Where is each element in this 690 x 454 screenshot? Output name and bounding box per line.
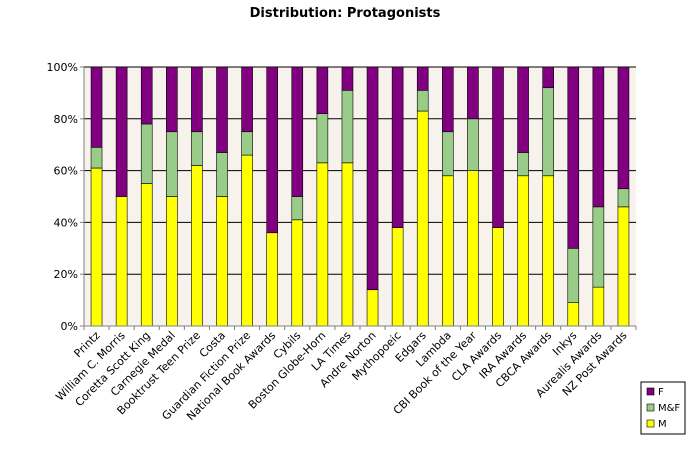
bar-segment bbox=[467, 118, 479, 171]
bar-segment bbox=[216, 196, 228, 327]
bar-segment bbox=[567, 302, 580, 327]
bar-segment bbox=[567, 66, 580, 249]
legend-swatch bbox=[646, 403, 655, 412]
bar-segment bbox=[542, 87, 554, 177]
bar-segment bbox=[416, 110, 429, 327]
bar-segment bbox=[467, 66, 479, 120]
bar-segment bbox=[291, 219, 304, 327]
bar-segment bbox=[567, 248, 580, 303]
bar-segment bbox=[216, 66, 228, 153]
bar-segment bbox=[140, 123, 153, 184]
legend-label: F bbox=[658, 387, 664, 398]
bar-segment bbox=[241, 154, 253, 327]
y-tick-label: 20% bbox=[54, 268, 78, 281]
bar-segment bbox=[442, 175, 454, 327]
legend: F M&F M bbox=[640, 381, 686, 435]
y-axis-ticks: 0% 20% 40% 60% 80% 100% bbox=[47, 61, 84, 333]
bar-segment bbox=[316, 66, 329, 114]
y-tick-label: 100% bbox=[47, 61, 78, 74]
bar-segment bbox=[442, 131, 454, 177]
bar-segment bbox=[467, 170, 479, 327]
bar-segment bbox=[391, 66, 404, 228]
bar-segment bbox=[416, 90, 429, 112]
bar-segment bbox=[140, 183, 153, 327]
bar-segment bbox=[542, 66, 554, 89]
bar-segment bbox=[241, 131, 253, 156]
legend-swatch bbox=[646, 419, 655, 428]
y-tick-label: 60% bbox=[54, 165, 78, 178]
bar-segment bbox=[191, 165, 203, 327]
bar-segment bbox=[592, 206, 605, 288]
bar-segment bbox=[166, 66, 178, 133]
bar-segment bbox=[90, 146, 103, 169]
bar-segment bbox=[115, 66, 128, 197]
bar-segment bbox=[191, 131, 203, 166]
bar-segment bbox=[241, 66, 253, 133]
bar-segment bbox=[166, 196, 178, 327]
bar-segment bbox=[291, 196, 304, 221]
legend-label: M&F bbox=[658, 403, 680, 414]
bar-segment bbox=[166, 131, 178, 197]
bar-segment bbox=[266, 232, 278, 327]
bar-segment bbox=[266, 66, 278, 234]
bar-segment bbox=[617, 206, 630, 327]
bar-segment bbox=[366, 289, 379, 327]
y-tick-label: 0% bbox=[61, 320, 78, 333]
bar-segment bbox=[617, 66, 630, 190]
bar-segment bbox=[341, 66, 354, 91]
bar-segment bbox=[542, 175, 554, 327]
bar-segment bbox=[492, 227, 504, 327]
bar-segment bbox=[442, 66, 454, 133]
bar-segment bbox=[191, 66, 203, 133]
bar-segment bbox=[517, 152, 529, 177]
bar-segment bbox=[366, 66, 379, 291]
bar-segment bbox=[391, 227, 404, 327]
bar-segment bbox=[90, 167, 103, 327]
bar-segment bbox=[316, 162, 329, 327]
legend-label: M bbox=[658, 419, 667, 430]
bar-segment bbox=[216, 152, 228, 197]
bar-segment bbox=[492, 66, 504, 228]
bar-segment bbox=[115, 196, 128, 327]
bar-segment bbox=[341, 90, 354, 164]
bar-segment bbox=[316, 113, 329, 164]
bar-segment bbox=[517, 175, 529, 327]
bar-segment bbox=[416, 66, 429, 91]
bar-segment bbox=[592, 66, 605, 208]
y-tick-label: 40% bbox=[54, 216, 78, 229]
bars bbox=[90, 66, 630, 327]
y-tick-label: 80% bbox=[54, 113, 78, 126]
bar-segment bbox=[291, 66, 304, 197]
bar-segment bbox=[517, 66, 529, 153]
bar-segment bbox=[140, 66, 153, 125]
bar-segment bbox=[617, 188, 630, 208]
bar-segment bbox=[592, 286, 605, 327]
legend-swatch bbox=[646, 387, 655, 396]
bar-segment bbox=[341, 162, 354, 327]
chart-title: Distribution: Protagonists bbox=[249, 6, 441, 21]
bar-segment bbox=[90, 66, 103, 148]
